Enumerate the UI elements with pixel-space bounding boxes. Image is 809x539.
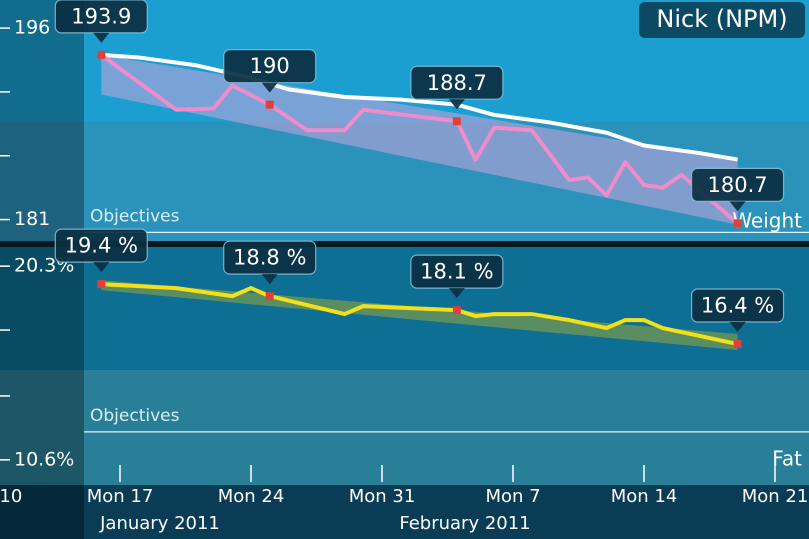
x-tick-label: Mon 24 (218, 486, 285, 507)
series-line (100, 53, 739, 225)
separator (0, 241, 809, 247)
callout-box (410, 254, 504, 289)
callout-label: 188.7 (427, 71, 487, 95)
callout: 188.7 (410, 65, 504, 110)
callout-label: 193.9 (71, 4, 131, 28)
callout: 193.9 (54, 0, 148, 43)
x-axis-area (0, 485, 809, 539)
title-box: Nick (NPM) (639, 2, 805, 38)
objective-label: Objectives (90, 406, 180, 426)
callout-pointer (93, 262, 110, 273)
callout-pointer (448, 99, 465, 110)
chart-name: Fat (772, 447, 802, 471)
callout-label: 18.1 % (420, 260, 493, 284)
zone-lower (0, 370, 809, 485)
objective-label: Objectives (90, 206, 180, 226)
series-line (101, 282, 738, 346)
callout-label: 190 (250, 54, 290, 78)
callout-box (223, 49, 317, 84)
callout-pointer (729, 201, 746, 212)
range-band (101, 54, 738, 225)
x-tick-label: Mon 17 (87, 486, 154, 507)
y-tick-label: 10.6% (14, 448, 74, 470)
callout: 19.4 % (54, 228, 148, 273)
callout: 18.1 % (410, 254, 504, 299)
x-tick-label: Mon 14 (611, 486, 678, 507)
callout-label: 16.4 % (701, 294, 774, 318)
callout-pointer (448, 288, 465, 299)
callout-label: 180.7 (708, 173, 768, 197)
callout: 16.4 % (690, 288, 785, 333)
x-tick-label: Mon 10 (0, 486, 22, 507)
y-axis-column (0, 0, 84, 539)
x-tick-label: Mon 31 (349, 486, 416, 507)
chart-name: Weight (732, 209, 802, 233)
data-point (733, 340, 742, 349)
callout: 190 (223, 49, 317, 93)
data-point (265, 292, 274, 301)
data-point (452, 306, 461, 315)
series-line (101, 52, 738, 162)
x-tick-label: Mon 7 (485, 486, 540, 507)
callout: 180.7 (690, 167, 785, 212)
data-point (452, 117, 461, 126)
callout-label: 18.8 % (233, 246, 306, 270)
callout-pointer (261, 82, 278, 93)
callout-label: 19.4 % (65, 234, 138, 258)
data-point (733, 219, 742, 228)
x-tick-label: Mon 21 (742, 486, 809, 507)
title: Nick (NPM) (656, 5, 787, 33)
callout-pointer (729, 322, 746, 333)
data-point (97, 280, 106, 289)
month-label: February 2011 (399, 513, 530, 534)
y-tick-label: 196 (14, 17, 50, 39)
callout: 18.8 % (223, 240, 317, 285)
title-background (639, 2, 805, 38)
data-point (265, 100, 274, 109)
callout-pointer (261, 274, 278, 285)
month-label: January 2011 (99, 513, 220, 534)
data-point (97, 50, 106, 59)
y-tick-label: 181 (14, 208, 50, 230)
range-band (101, 280, 738, 351)
callout-pointer (93, 32, 110, 43)
